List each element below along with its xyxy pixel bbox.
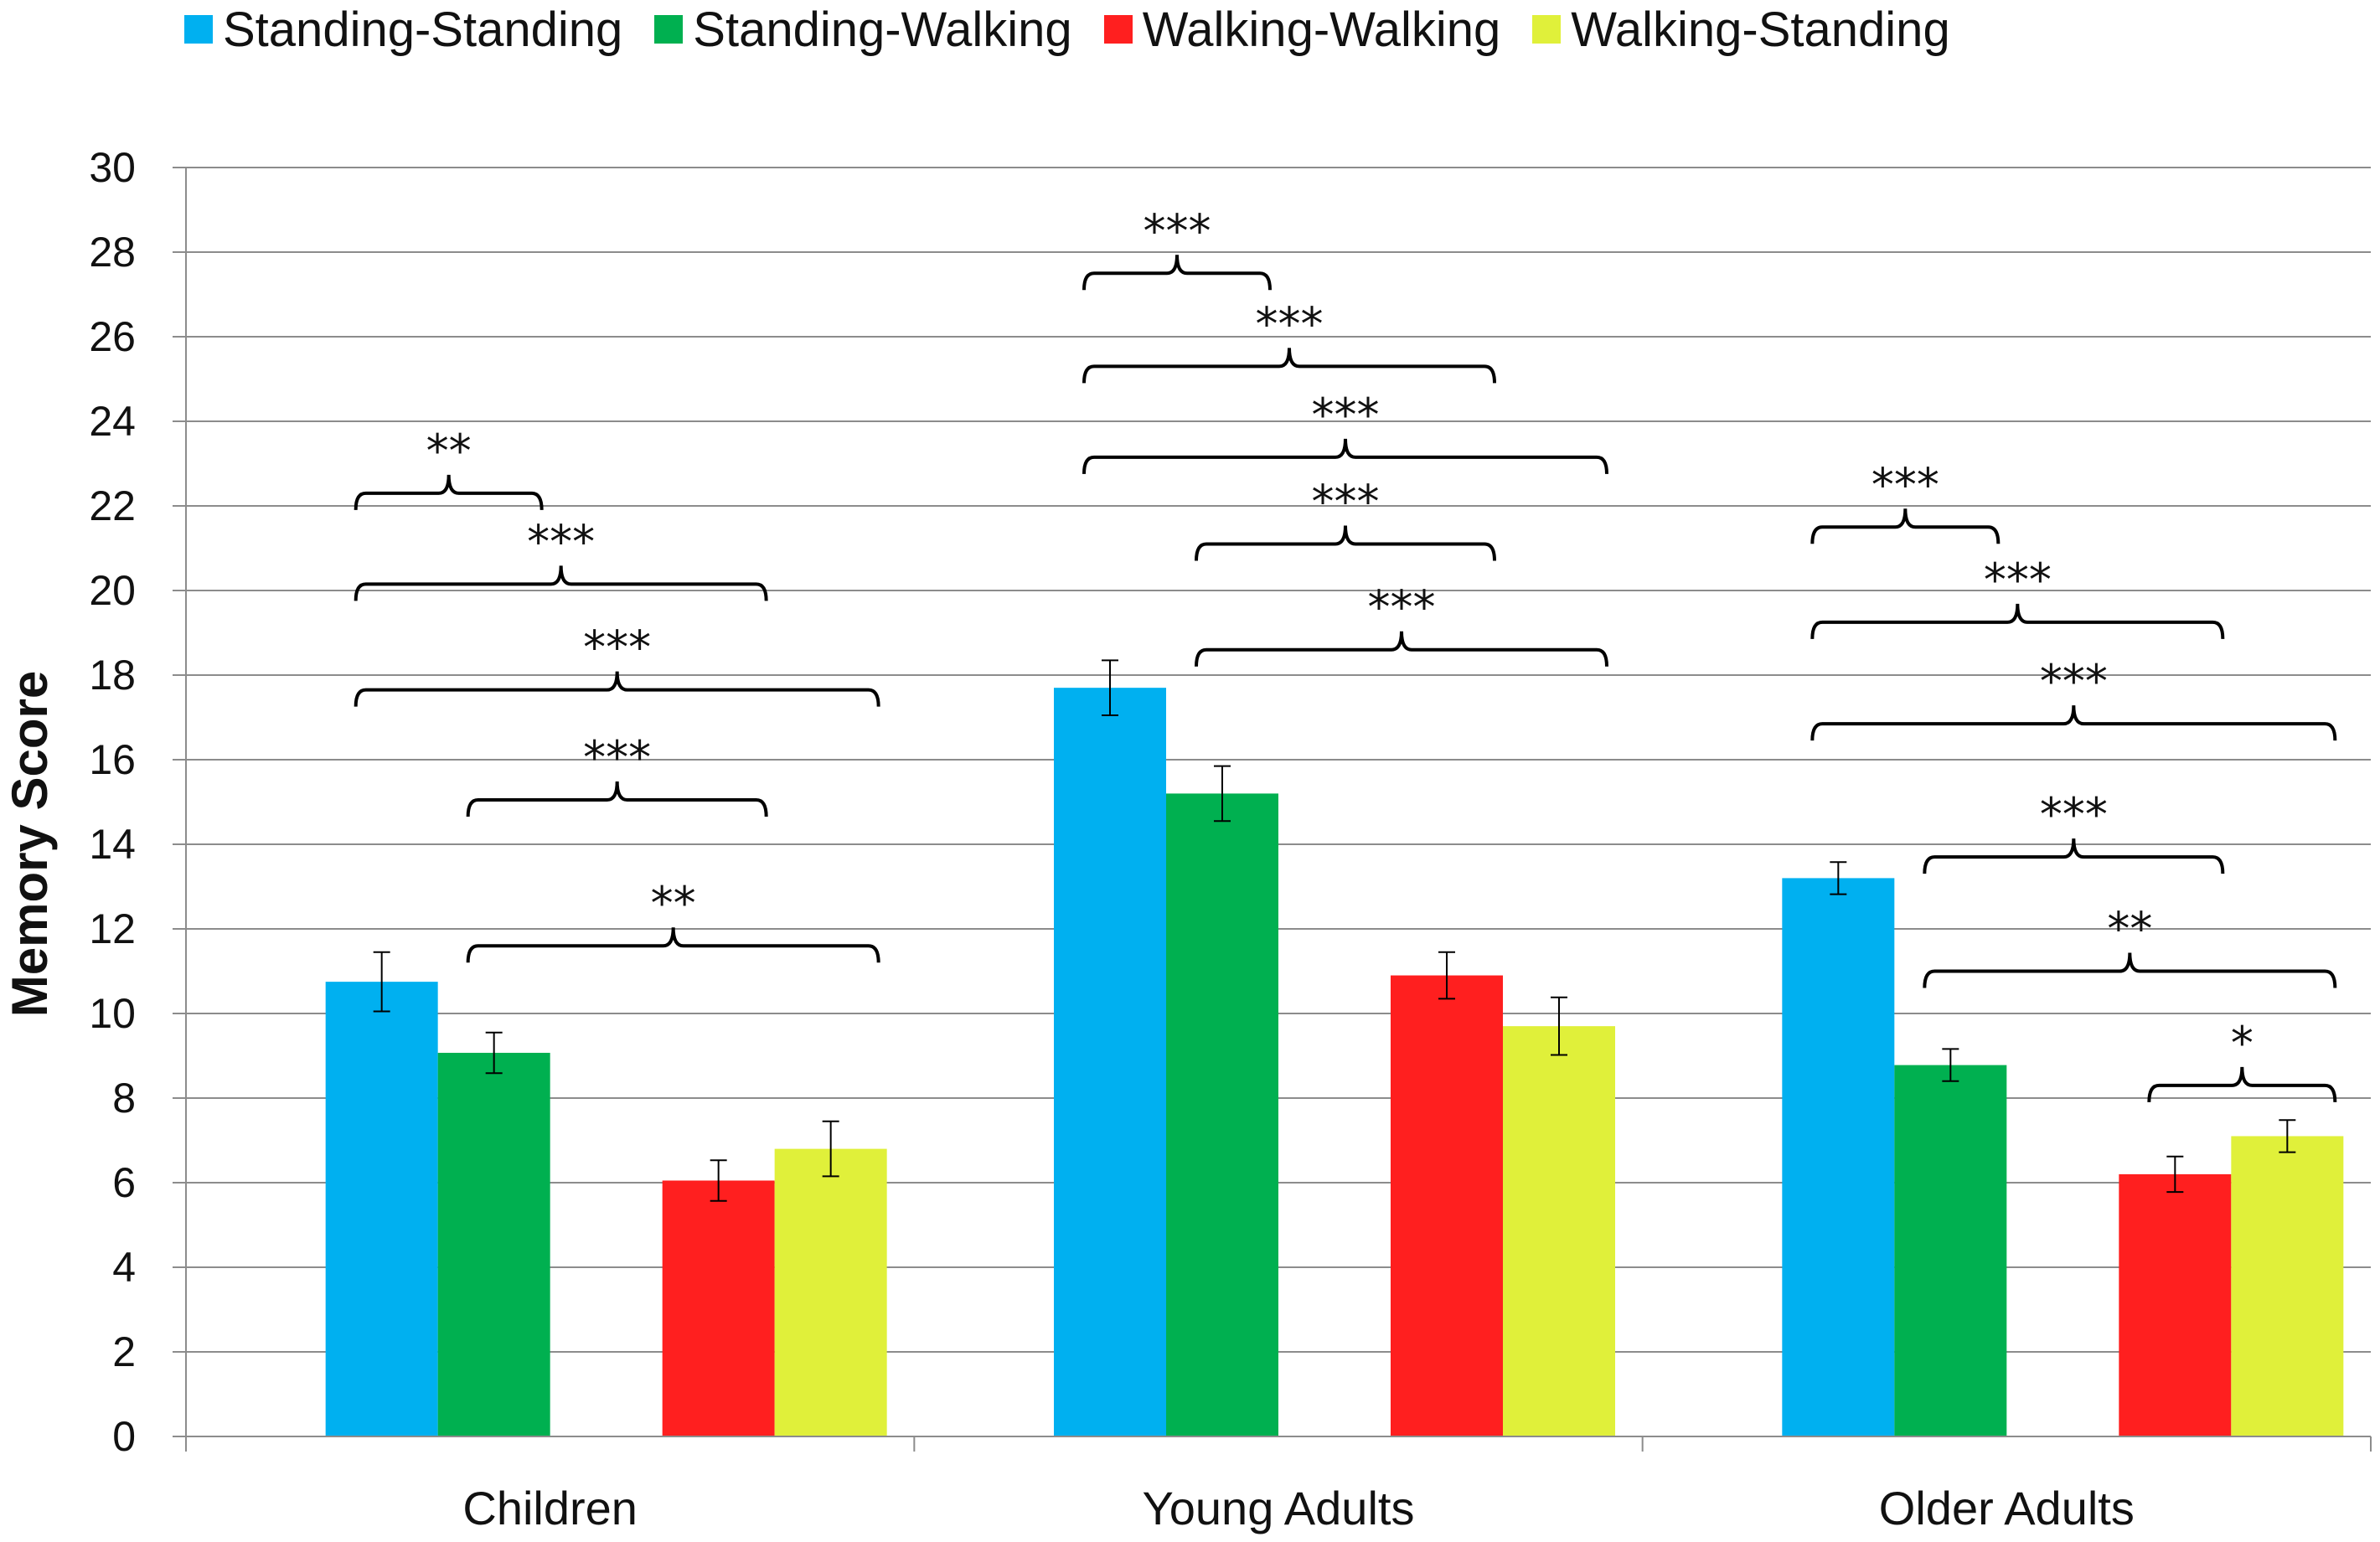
category-label: Young Adults <box>1143 1482 1415 1534</box>
bar-standing-walking-young-adults <box>1166 793 1278 1436</box>
legend-item-standing-walking: Standing-Walking <box>654 2 1072 58</box>
y-axis-label: Memory Score <box>2 671 58 1018</box>
bar-layer <box>325 688 2344 1436</box>
significance-label: *** <box>1256 297 1324 350</box>
significance-bracket <box>1082 255 1272 291</box>
y-tick-label: 16 <box>89 736 136 783</box>
y-tick-label: 18 <box>89 652 136 699</box>
legend-swatch-standing-walking <box>654 15 684 44</box>
significance-bracket <box>1923 838 2225 874</box>
y-tick-label: 20 <box>89 567 136 614</box>
significance-label: ** <box>426 425 472 477</box>
significance-label: *** <box>2040 655 2108 708</box>
y-tick-label: 8 <box>112 1075 136 1122</box>
significance-bracket <box>354 565 768 601</box>
significance-bracket <box>1195 525 1496 561</box>
significance-label: *** <box>1312 389 1380 441</box>
bar-walking-standing-children <box>774 1148 887 1436</box>
significance-bracket <box>1923 952 2337 988</box>
y-tick-label: 2 <box>112 1328 136 1375</box>
legend-label-walking-walking: Walking-Walking <box>1142 2 1501 57</box>
y-tick-label: 24 <box>89 398 136 445</box>
significance-label: *** <box>1144 204 1211 257</box>
y-tick-label: 6 <box>112 1159 136 1206</box>
significance-label: *** <box>527 515 595 568</box>
y-tick-label: 26 <box>89 313 136 360</box>
significance-label: ** <box>651 877 696 930</box>
bar-walking-standing-young-adults <box>1503 1026 1615 1436</box>
bar-standing-standing-children <box>325 982 438 1436</box>
legend-item-walking-walking: Walking-Walking <box>1103 2 1501 58</box>
y-tick-label: 30 <box>89 144 136 191</box>
significance-label: *** <box>583 731 651 784</box>
significance-bracket <box>1810 603 2225 639</box>
category-label: Children <box>462 1482 638 1534</box>
significance-bracket <box>466 927 880 963</box>
legend-swatch-standing-standing <box>184 15 213 44</box>
bar-standing-standing-older-adults <box>1782 878 1895 1436</box>
significance-bracket <box>354 671 880 707</box>
legend-label-standing-standing: Standing-Standing <box>223 2 623 57</box>
significance-label: * <box>2231 1017 2254 1070</box>
y-tick-label: 28 <box>89 229 136 276</box>
y-tick-label: 12 <box>89 905 136 952</box>
bar-walking-standing-older-adults <box>2231 1136 2344 1436</box>
legend-label-walking-standing: Walking-Standing <box>1571 2 1950 57</box>
legend-label-standing-walking: Standing-Walking <box>693 2 1072 57</box>
y-tick-label: 0 <box>112 1413 136 1460</box>
significance-label: *** <box>1312 475 1380 528</box>
significance-bracket <box>1810 705 2337 741</box>
bar-walking-walking-young-adults <box>1391 975 1503 1436</box>
significance-label: *** <box>1871 458 1939 511</box>
significance-label: *** <box>2040 788 2108 841</box>
significance-bracket <box>1195 631 1608 667</box>
bar-walking-walking-older-adults <box>2119 1173 2232 1436</box>
significance-bracket <box>1810 508 2001 544</box>
bar-walking-walking-children <box>662 1180 775 1436</box>
significance-bracket <box>1082 438 1608 474</box>
legend-item-walking-standing: Walking-Standing <box>1532 2 1950 58</box>
category-label: Older Adults <box>1879 1482 2135 1534</box>
error-bar-layer <box>373 659 2296 1202</box>
significance-label: ** <box>2107 903 2152 956</box>
y-tick-label: 14 <box>89 821 136 868</box>
significance-label: *** <box>1984 554 2052 606</box>
significance-bracket <box>1082 348 1496 384</box>
significance-bracket <box>466 781 768 817</box>
legend-item-standing-standing: Standing-Standing <box>184 2 622 58</box>
y-tick-label: 22 <box>89 482 136 529</box>
legend: Standing-Standing Standing-Walking Walki… <box>184 0 1982 59</box>
bar-standing-walking-older-adults <box>1894 1065 2007 1436</box>
significance-layer: ****************************************… <box>354 204 2337 1102</box>
y-tick-label: 4 <box>112 1244 136 1291</box>
legend-swatch-walking-standing <box>1532 15 1562 44</box>
bar-standing-walking-children <box>437 1052 550 1436</box>
y-tick-label: 10 <box>89 990 136 1037</box>
significance-bracket <box>354 474 544 510</box>
bar-standing-standing-young-adults <box>1054 688 1166 1436</box>
significance-label: *** <box>583 621 651 674</box>
significance-bracket <box>2147 1066 2337 1102</box>
significance-label: *** <box>1368 581 1436 634</box>
legend-swatch-walking-walking <box>1103 15 1133 44</box>
